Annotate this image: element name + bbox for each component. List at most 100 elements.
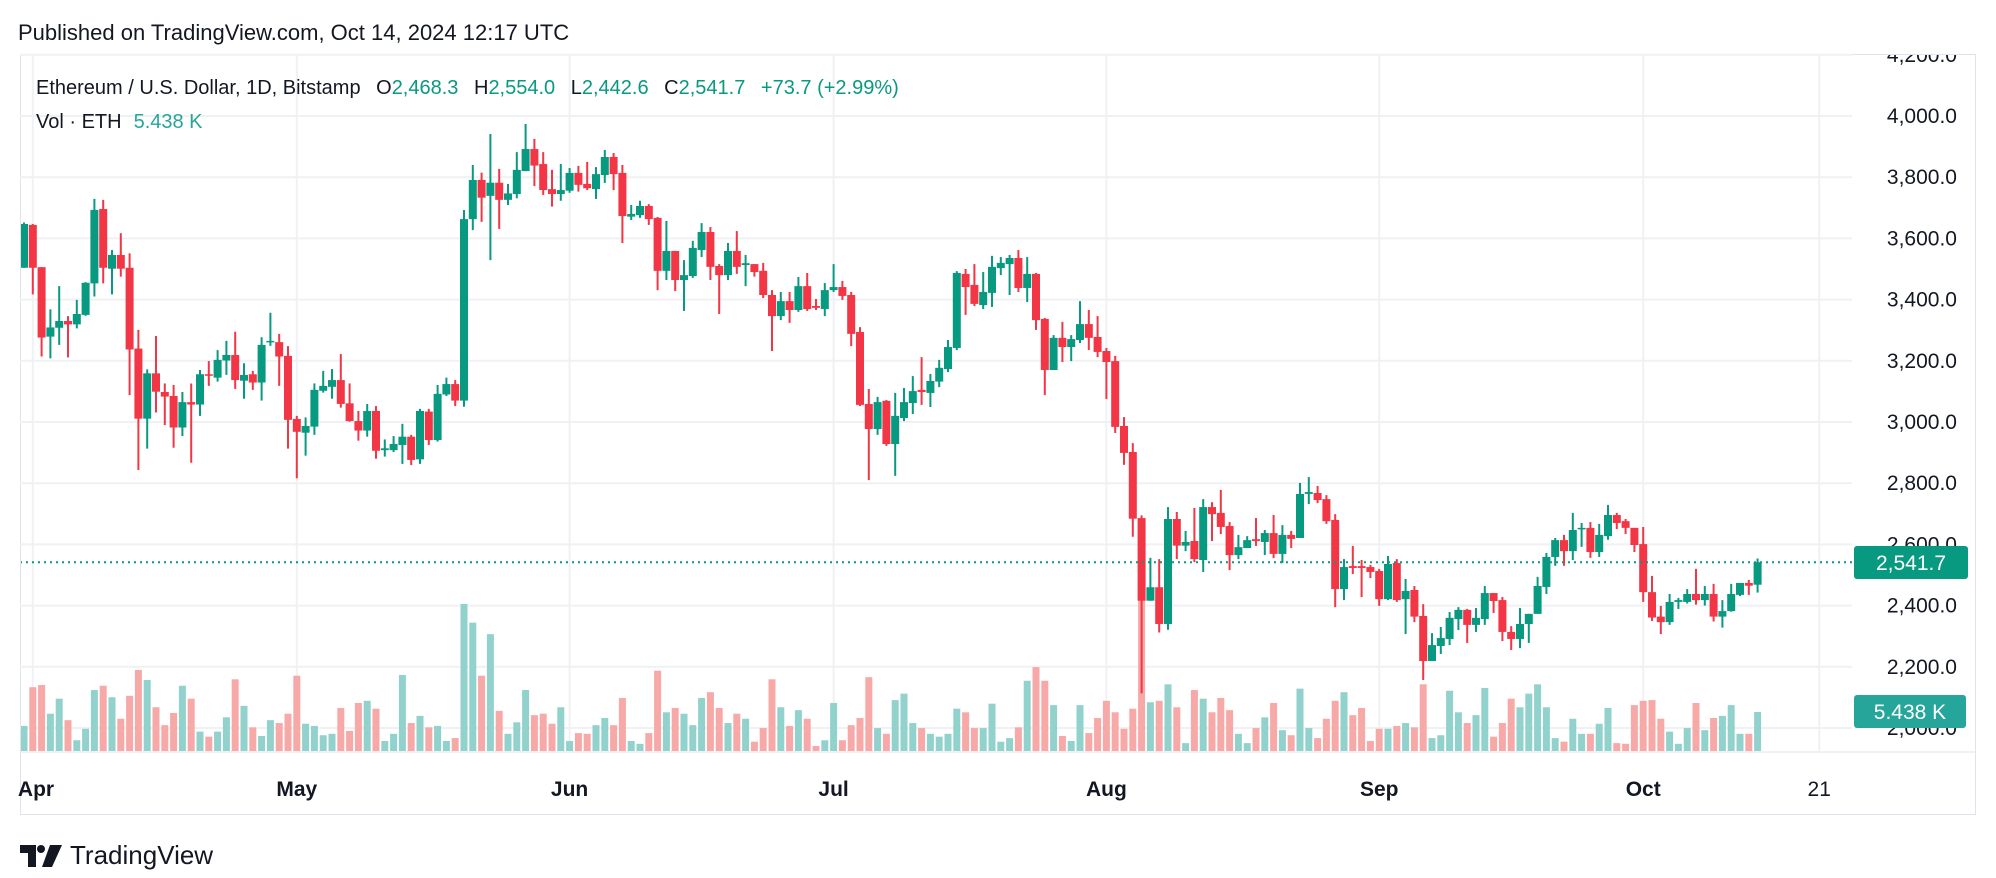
candle (81, 282, 90, 316)
candle-body (847, 295, 856, 334)
volume-bar (1173, 707, 1181, 751)
candle (838, 280, 847, 300)
candle-body (442, 384, 451, 395)
candle (644, 204, 653, 225)
candle (1172, 511, 1181, 560)
volume-legend[interactable]: Vol · ETH 5.438 K (36, 111, 203, 134)
volume-bar (1666, 731, 1674, 751)
candle-body (1507, 631, 1516, 639)
candle-body (495, 182, 504, 200)
volume-bar (442, 740, 450, 751)
candle-body (900, 402, 908, 419)
volume-bar (284, 713, 292, 751)
candle-body (1577, 527, 1586, 530)
candle-body (688, 247, 697, 277)
candle (812, 298, 820, 311)
volume-bar (1710, 718, 1718, 751)
candle (424, 408, 433, 445)
volume-bar (1639, 700, 1647, 751)
candle (1568, 512, 1577, 561)
candle-body (72, 313, 81, 325)
volume-bar (346, 730, 354, 751)
candle-body (46, 327, 55, 337)
volume-bar (1586, 733, 1594, 751)
candle (72, 299, 81, 329)
candle (627, 205, 636, 221)
candle (847, 291, 856, 347)
candle (319, 370, 328, 393)
candle (979, 272, 988, 310)
time-axis[interactable]: Apr May Jun Jul Aug Sep Oct 21 (18, 778, 1831, 801)
candle (389, 436, 398, 452)
volume-bar (1745, 733, 1753, 751)
volume-bar (337, 707, 345, 751)
candle (1524, 613, 1533, 643)
candle-body (697, 231, 706, 251)
candle-body (1181, 541, 1190, 546)
price-tick-label: 2,800.0 (1887, 472, 1957, 495)
candle (952, 271, 961, 351)
volume-bar (1410, 727, 1418, 751)
candle (785, 291, 794, 323)
candle-body (1692, 593, 1700, 601)
volume-bar (1111, 712, 1119, 751)
candle-body (803, 286, 812, 310)
volume-bar (249, 727, 257, 751)
candle (1551, 537, 1560, 566)
candle (609, 153, 618, 191)
volume-bar (152, 707, 160, 751)
candle-body (724, 250, 732, 276)
volume-bar (1428, 738, 1436, 751)
volume-bar (29, 687, 37, 751)
volume-bar (962, 712, 970, 751)
candle-body (768, 295, 776, 317)
volume-bar (1366, 740, 1374, 751)
candle (1102, 347, 1111, 400)
candle-body (1489, 593, 1498, 602)
candle-body (81, 282, 90, 315)
candle-body (204, 374, 213, 376)
candle (248, 370, 257, 390)
volume-bar (1322, 718, 1330, 751)
candle-body (407, 436, 416, 460)
candle (1208, 502, 1216, 542)
price-axis[interactable]: 4,200.0 4,000.0 3,800.0 3,600.0 3,400.0 3,200… (1887, 44, 1957, 740)
last-price-label: 2,541.7 (1876, 552, 1946, 575)
volume-bar (425, 727, 433, 751)
volume-bar (328, 733, 336, 751)
candle-body (1551, 540, 1560, 557)
candle-body (1225, 526, 1234, 556)
candle (820, 283, 829, 317)
volume-bar (530, 715, 538, 751)
volume-bar (838, 740, 846, 751)
candle (759, 262, 768, 299)
volume-bar (1050, 705, 1058, 751)
candle-body (1498, 600, 1507, 632)
candle (732, 231, 741, 274)
candle-body (1727, 593, 1736, 612)
candle (1480, 586, 1489, 625)
candle-body (257, 344, 266, 383)
candle-body (715, 265, 724, 276)
candle (204, 361, 213, 386)
candle (301, 417, 310, 456)
candle-body (1384, 563, 1392, 600)
volume-bar (997, 741, 1005, 751)
symbol-title[interactable]: Ethereum / U.S. Dollar, 1D, Bitstamp (36, 77, 361, 99)
candle (1014, 250, 1023, 292)
candle (864, 388, 873, 481)
candle (90, 198, 99, 297)
candle-body (636, 205, 644, 216)
volume-bar (478, 675, 486, 751)
candle-body (292, 418, 301, 432)
volume-bar (671, 707, 679, 751)
candle (213, 350, 222, 382)
candle-body (829, 287, 838, 291)
candle-body (134, 348, 143, 419)
volume-bar (1375, 728, 1383, 751)
symbol-legend[interactable]: Ethereum / U.S. Dollar, 1D, Bitstamp O2,… (36, 77, 899, 100)
candle (1234, 534, 1243, 560)
candle (768, 290, 776, 352)
candle-body (864, 403, 873, 430)
